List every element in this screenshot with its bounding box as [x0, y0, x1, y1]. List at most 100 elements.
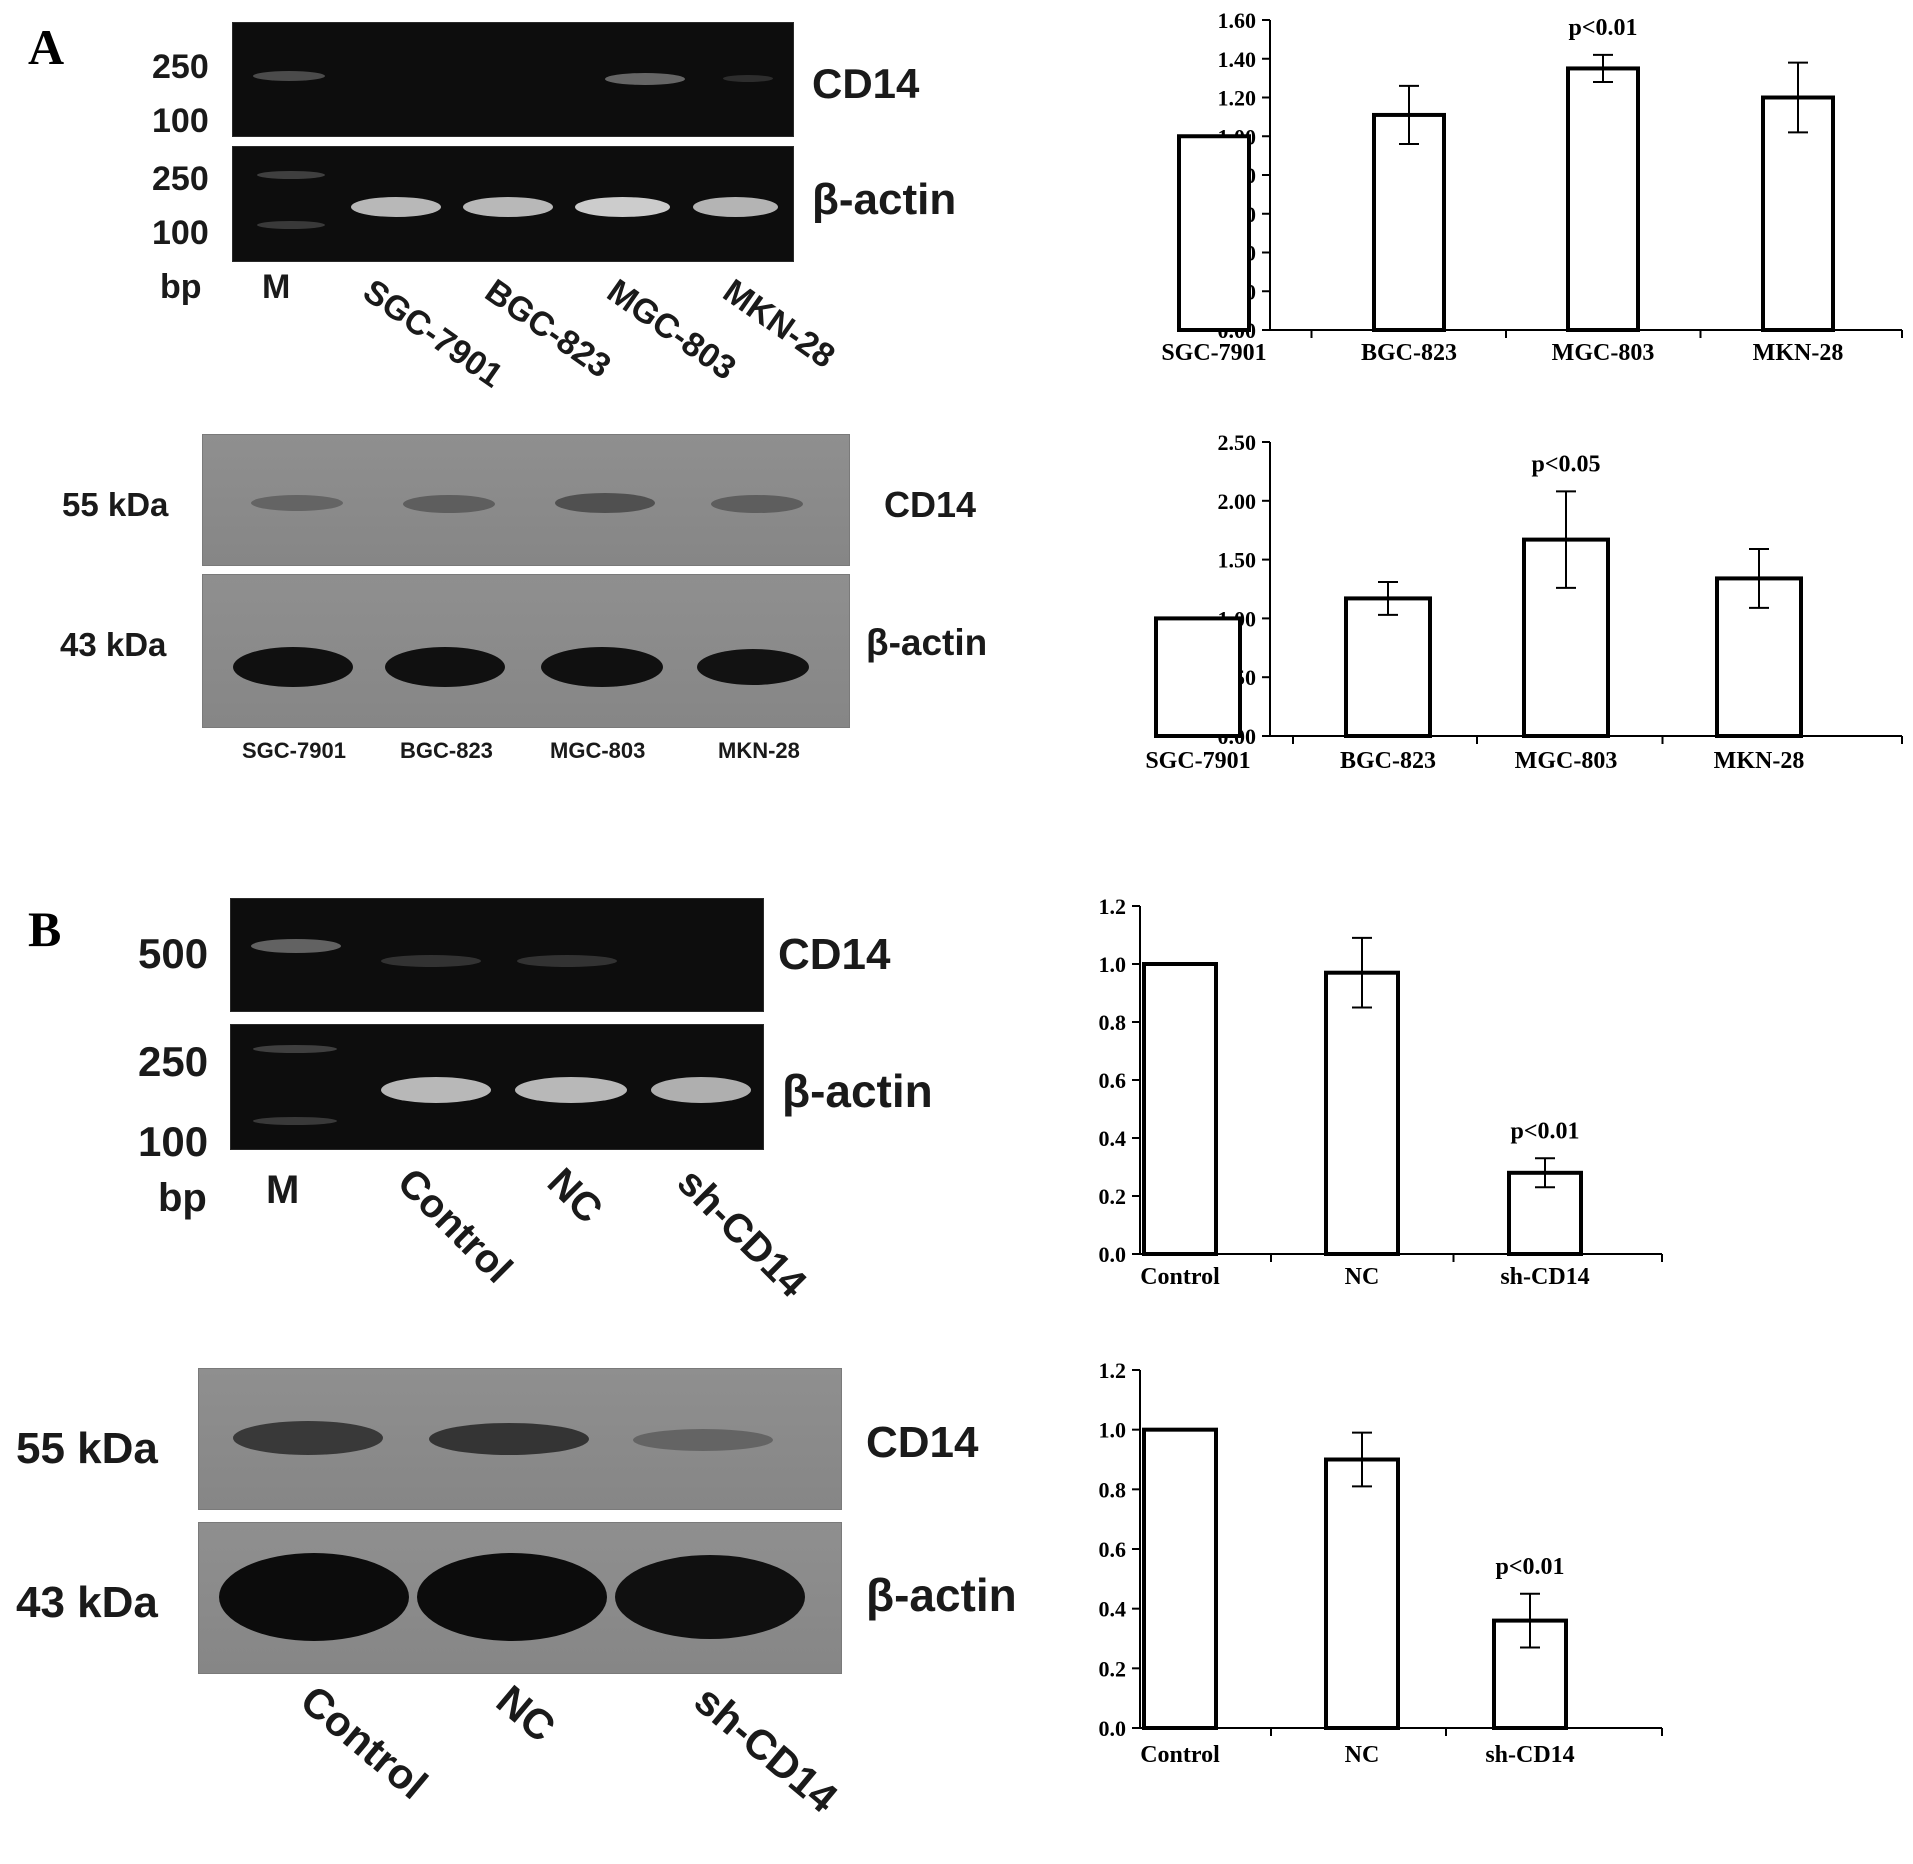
x-category-label: BGC-823 — [1361, 340, 1457, 366]
y-tick-label: 0.0 — [1099, 1242, 1127, 1267]
y-tick-label: 0.6 — [1099, 1068, 1127, 1093]
gel-cd14-b — [230, 898, 764, 1012]
lane-sgc-a-wb: SGC-7901 — [242, 738, 346, 763]
blot-actin-b — [198, 1522, 842, 1674]
error-bar-mgc-803 — [1556, 490, 1576, 589]
y-tick-label: 1.60 — [1218, 8, 1257, 33]
p-value-annotation: p<0.01 — [1510, 1118, 1579, 1144]
target-actin-a2: β-actin — [866, 622, 988, 663]
blot-cd14-a — [202, 434, 850, 566]
error-bar-bgc-823 — [1378, 580, 1398, 616]
lane-nc-b-rt: NC — [538, 1160, 611, 1232]
y-tick-label: 1.40 — [1218, 47, 1257, 72]
bar-sgc-7901 — [1177, 134, 1251, 332]
y-tick-label: 1.20 — [1218, 86, 1257, 111]
y-tick-label: 1.2 — [1099, 894, 1127, 919]
lane-control-b-wb: Control — [291, 1676, 437, 1808]
lane-sh-b-wb: sh-CD14 — [685, 1676, 847, 1822]
error-bar-sh-cd14 — [1535, 1157, 1555, 1189]
lane-nc-b-wb: NC — [487, 1676, 565, 1752]
lane-m-a: M — [262, 268, 291, 306]
y-tick-label: 0.4 — [1099, 1597, 1127, 1622]
y-tick-label: 1.0 — [1099, 1418, 1127, 1443]
bar-mgc-803 — [1566, 66, 1640, 332]
y-tick-label: 2.00 — [1218, 489, 1257, 514]
size-55-a: 55 kDa — [62, 486, 169, 523]
bar-bgc-823 — [1372, 112, 1446, 332]
y-tick-label: 1.50 — [1218, 548, 1257, 573]
lane-m-b: M — [266, 1168, 300, 1212]
bar-bgc-823 — [1344, 596, 1432, 738]
error-bar-bgc-823 — [1399, 84, 1419, 145]
chart-2-axes: 0.0 0.2 0.4 0.6 0.8 1.0 1.2 — [1099, 894, 1663, 1267]
x-category-label: Control — [1140, 1742, 1220, 1768]
chart-b-western: 0.0 0.2 0.4 0.6 0.8 1.0 1.2 Control NC sh-CD14 p<0… — [1099, 1358, 1663, 1768]
panel-b-letter: B — [28, 901, 62, 957]
marker-500-b: 500 — [138, 930, 209, 977]
x-category-label: SGC-7901 — [1145, 748, 1250, 774]
gel-actin-b — [230, 1024, 764, 1150]
x-category-label: sh-CD14 — [1500, 1264, 1589, 1290]
bar-nc — [1324, 1457, 1400, 1730]
lane-mgc-a-rt: MGC-803 — [600, 272, 743, 388]
y-tick-label: 0.0 — [1099, 1716, 1127, 1741]
bp-label-a: bp — [160, 268, 202, 306]
chart-b-rtpcr: 0.0 0.2 0.4 0.6 0.8 1.0 1.2 Control NC sh-CD14 p<0… — [1099, 894, 1663, 1290]
error-bar-mkn-28 — [1749, 548, 1769, 609]
x-category-label: NC — [1345, 1264, 1380, 1290]
x-category-label: Control — [1140, 1264, 1220, 1290]
x-category-label: MGC-803 — [1515, 748, 1618, 774]
gel-cd14-a — [232, 22, 794, 137]
y-tick-label: 0.2 — [1099, 1184, 1127, 1209]
gel-actin-a — [232, 146, 794, 262]
size-43-a: 43 kDa — [60, 626, 167, 663]
blot-cd14-b — [198, 1368, 842, 1510]
error-bar-sh-cd14 — [1520, 1592, 1540, 1649]
x-category-label: MKN-28 — [1753, 340, 1844, 366]
x-category-label: SGC-7901 — [1161, 340, 1266, 366]
target-cd14-b2: CD14 — [866, 1418, 979, 1467]
p-value-annotation: p<0.01 — [1495, 1554, 1564, 1580]
marker-100-b: 100 — [138, 1118, 209, 1165]
target-cd14-a1: CD14 — [812, 60, 920, 107]
target-actin-b2: β-actin — [866, 1569, 1017, 1621]
bar-control — [1142, 962, 1218, 1256]
chart-a-rtpcr: 0.000.200.400.600.801.001.201.401.60SGC-… — [1161, 8, 1903, 366]
marker-100-a2: 100 — [152, 214, 209, 252]
marker-100-a1: 100 — [152, 102, 209, 140]
x-category-label: MGC-803 — [1552, 340, 1655, 366]
marker-250-b: 250 — [138, 1038, 209, 1085]
target-actin-a1: β-actin — [812, 175, 957, 224]
p-value-annotation: p<0.01 — [1568, 15, 1637, 41]
error-bar-mkn-28 — [1788, 61, 1808, 134]
bar-control — [1142, 1427, 1218, 1731]
marker-250-a2: 250 — [152, 160, 209, 198]
y-tick-label: 2.50 — [1218, 430, 1257, 455]
target-cd14-a2: CD14 — [884, 484, 977, 525]
marker-250-a1: 250 — [152, 48, 209, 86]
y-tick-label: 0.2 — [1099, 1656, 1127, 1681]
size-55-b: 55 kDa — [16, 1424, 158, 1473]
lane-bgc-a-wb: BGC-823 — [400, 738, 493, 763]
y-tick-label: 1.0 — [1099, 952, 1127, 977]
bp-label-b: bp — [158, 1176, 207, 1220]
y-tick-label: 0.8 — [1099, 1010, 1127, 1035]
lane-sh-b-rt: sh-CD14 — [668, 1160, 815, 1306]
bar-sgc-7901 — [1154, 616, 1242, 738]
size-43-b: 43 kDa — [16, 1578, 158, 1627]
x-category-label: NC — [1345, 1742, 1380, 1768]
p-value-annotation: p<0.05 — [1531, 451, 1600, 477]
target-cd14-b1: CD14 — [778, 930, 891, 979]
error-bar-nc — [1352, 1431, 1372, 1488]
y-tick-label: 0.4 — [1099, 1126, 1127, 1151]
x-category-label: BGC-823 — [1340, 748, 1436, 774]
target-actin-b1: β-actin — [782, 1065, 933, 1117]
panel-a-letter: A — [28, 19, 65, 75]
error-bar-mgc-803 — [1593, 53, 1613, 83]
x-category-label: sh-CD14 — [1485, 1742, 1574, 1768]
x-category-label: MKN-28 — [1714, 748, 1805, 774]
lane-mkn-a-wb: MKN-28 — [718, 738, 800, 763]
bar-nc — [1324, 970, 1400, 1256]
chart-3-axes: 0.0 0.2 0.4 0.6 0.8 1.0 1.2 — [1099, 1358, 1663, 1741]
chart-a-western: 0.000.501.001.502.002.50SGC-7901BGC-823M… — [1145, 430, 1903, 774]
